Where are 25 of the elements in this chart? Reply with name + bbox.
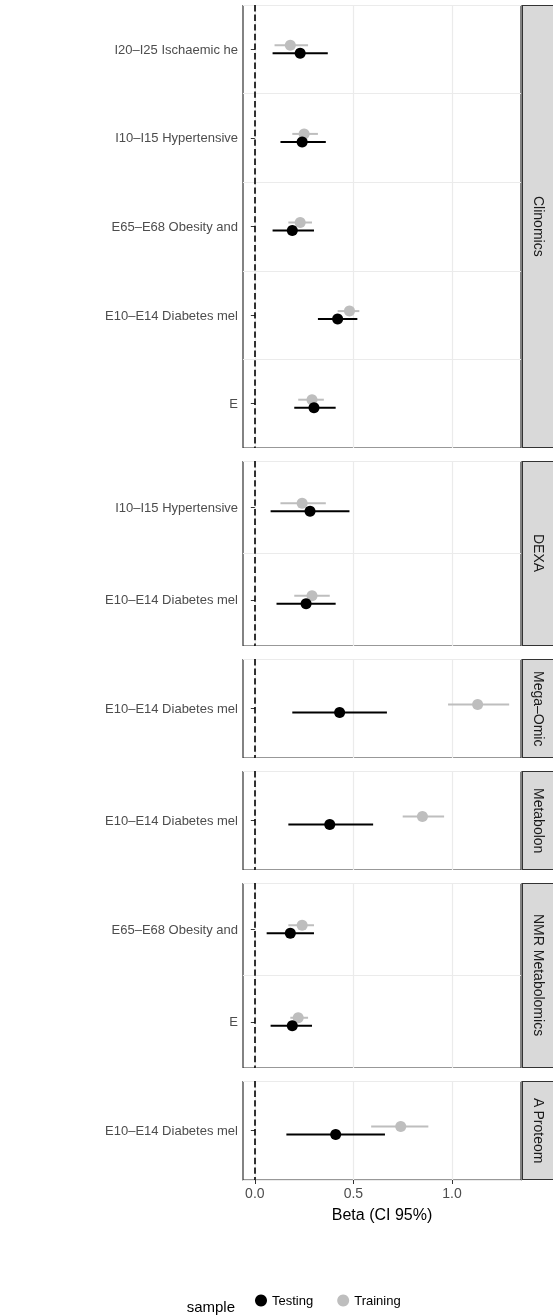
y-tick-label: E10–E14 Diabetes mel — [105, 1123, 239, 1138]
y-tick-label: E — [229, 1014, 239, 1030]
x-axis-title: Beta (CI 95%) — [331, 1205, 433, 1223]
y-tick-label: I10–I15 Hypertensive — [115, 499, 238, 515]
legend-label: Training — [354, 1293, 401, 1308]
x-tick-label: 1.0 — [442, 1185, 462, 1201]
y-tick-label: I10–I15 Hypertensive — [115, 130, 238, 146]
x-tick-label: 0.0 — [245, 1185, 265, 1201]
y-tick-label: E65–E68 Obesity and — [111, 921, 238, 937]
text: Metabolon — [531, 787, 547, 854]
y-tick-label: E10–E14 Diabetes mel — [105, 307, 239, 323]
y-tick-label: I20–I25 Ischaemic he — [114, 41, 238, 57]
x-tick-label: 0.5 — [343, 1185, 364, 1201]
y-tick-label: E10–E14 Diabetes mel — [105, 701, 239, 716]
text: Clinomics — [531, 196, 547, 257]
text: Mega–Omic — [531, 670, 547, 747]
y-tick-label: E — [229, 396, 239, 412]
legend-label: Testing — [272, 1293, 314, 1308]
text: DEXA — [531, 534, 547, 573]
legend-title: sample — [186, 1297, 235, 1315]
text: NMR Metabolomics — [531, 914, 547, 1037]
y-tick-label: E65–E68 Obesity and — [111, 219, 238, 234]
y-tick-label: E10–E14 Diabetes mel — [105, 813, 239, 828]
text: A Proteom — [531, 1097, 547, 1164]
y-tick-label: E10–E14 Diabetes mel — [105, 592, 239, 608]
